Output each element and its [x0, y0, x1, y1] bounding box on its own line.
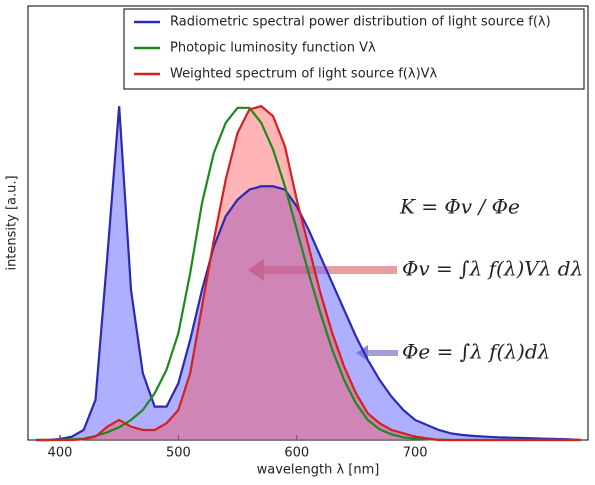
x-tick-label: 400 — [48, 446, 73, 461]
x-tick-label: 600 — [284, 446, 309, 461]
legend-label: Radiometric spectral power distribution … — [170, 15, 551, 30]
series-line — [36, 104, 581, 442]
formula: K = Φv / Φe — [399, 195, 520, 219]
formula: Φv = ∫λ f(λ)Vλ dλ — [402, 257, 583, 281]
formula: Φe = ∫λ f(λ)dλ — [402, 340, 550, 364]
legend-box — [123, 8, 585, 90]
x-tick-label: 500 — [166, 446, 191, 461]
x-tick-label: 700 — [403, 446, 428, 461]
legend-label: Photopic luminosity function Vλ — [170, 41, 376, 56]
x-axis-label: wavelength λ [nm] — [257, 463, 380, 478]
series-line — [36, 106, 581, 442]
legend-label: Weighted spectrum of light source f(λ)Vλ — [170, 67, 438, 82]
y-axis-label: intensity [a.u.] — [5, 175, 20, 270]
